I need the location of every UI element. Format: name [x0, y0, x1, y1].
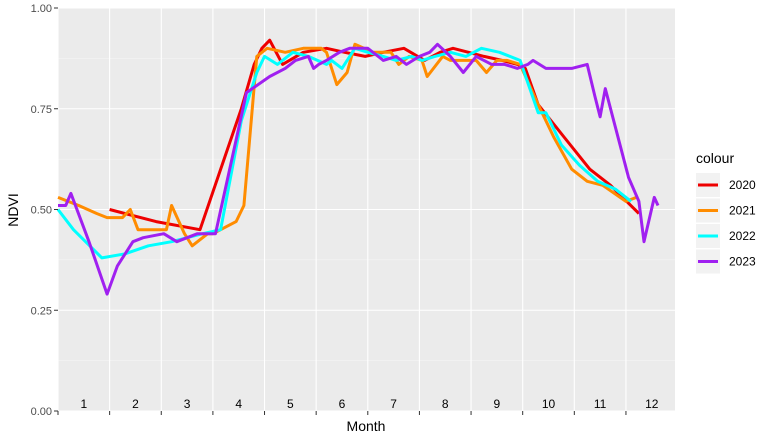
month-label: 2 [132, 397, 139, 411]
month-label: 3 [184, 397, 191, 411]
month-label: 11 [594, 397, 607, 411]
series-line-2021 [57, 42, 637, 248]
y-tick-label: 0.25 [31, 305, 52, 317]
month-label: 4 [235, 397, 242, 411]
y-tick-label: 1.00 [31, 3, 52, 15]
month-label: 12 [645, 397, 659, 411]
month-labels: 1 2 3 4 5 6 7 8 9 10 11 12 [80, 397, 658, 411]
y-axis-title: NDVI [5, 193, 21, 226]
y-axis: 0.00 0.25 0.50 0.75 1.00 [31, 3, 58, 418]
y-tick-label: 0.00 [31, 406, 52, 418]
y-tick-label: 0.50 [31, 205, 52, 217]
legend-label-2021: 2021 [729, 204, 756, 218]
month-label: 8 [442, 397, 449, 411]
legend-title: colour [696, 150, 734, 166]
y-tick-label: 0.75 [31, 104, 52, 116]
series-line-2023 [58, 42, 660, 296]
month-label: 6 [339, 397, 346, 411]
month-label: 1 [80, 397, 87, 411]
month-label: 9 [494, 397, 501, 411]
month-label: 7 [390, 397, 397, 411]
x-axis [57, 411, 627, 415]
legend: colour 2020 2021 2022 2023 [696, 150, 756, 274]
month-label: 10 [542, 397, 556, 411]
x-axis-title: Month [347, 418, 386, 434]
month-label: 5 [287, 397, 294, 411]
legend-label-2023: 2023 [729, 255, 756, 269]
series-lines [56, 38, 660, 296]
legend-label-2020: 2020 [729, 178, 756, 192]
legend-label-2022: 2022 [729, 229, 756, 243]
